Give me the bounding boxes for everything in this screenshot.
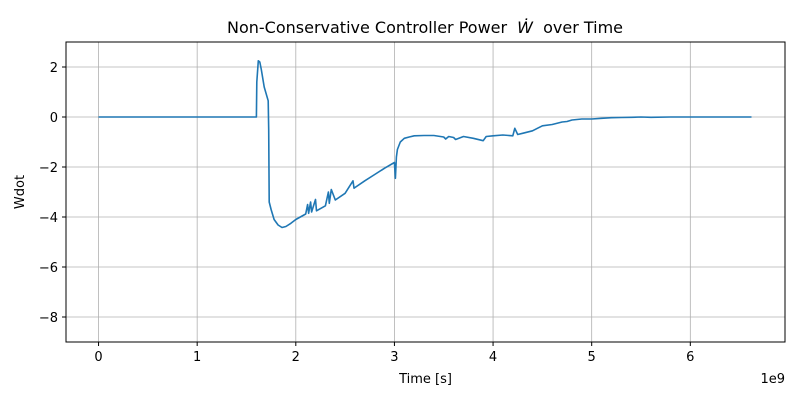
- y-tick-label: 0: [50, 111, 58, 126]
- y-tick-label: −8: [39, 311, 58, 326]
- x-tick-label: 5: [588, 350, 596, 365]
- chart-title: Non-Conservative Controller Power Ẇ over…: [227, 18, 623, 37]
- chart-title-math: Ẇ: [517, 18, 534, 37]
- chart-title-suffix: over Time: [543, 18, 623, 37]
- y-tick-label: −4: [39, 211, 58, 226]
- y-tick-label: −2: [39, 161, 58, 176]
- y-tick-label: 2: [50, 61, 58, 76]
- plot-area-frame: [65, 41, 786, 343]
- x-tick-label: 6: [686, 350, 694, 365]
- x-axis-offset-label: 1e9: [760, 372, 785, 387]
- x-tick-label: 1: [193, 350, 201, 365]
- x-axis-label: Time [s]: [398, 372, 452, 387]
- grid-lines: [66, 42, 785, 342]
- y-tick-label: −6: [39, 261, 58, 276]
- y-axis-label: Wdot: [13, 175, 28, 209]
- x-tick-label: 4: [489, 350, 497, 365]
- chart-title-text: Non-Conservative Controller Power: [227, 18, 508, 37]
- x-tick-label: 3: [390, 350, 398, 365]
- x-tick-label: 0: [94, 350, 102, 365]
- series-layer: [98, 60, 752, 229]
- series-line: [98, 60, 752, 229]
- axis-ticks: 0 1 2 3 4 5 6 2 0 −2 −4 −6 −8: [39, 61, 695, 365]
- x-tick-label: 2: [292, 350, 300, 365]
